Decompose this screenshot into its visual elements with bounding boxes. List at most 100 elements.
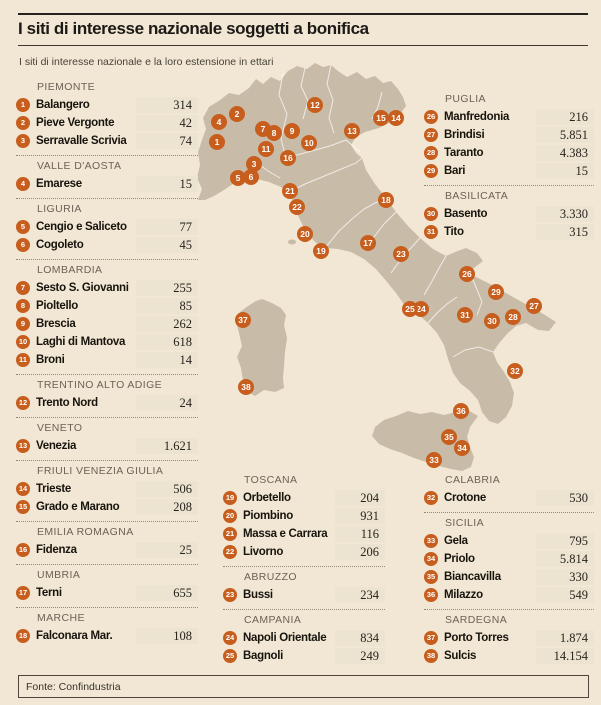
site-name: Napoli Orientale (243, 632, 327, 644)
site-name: Trieste (36, 483, 71, 495)
site-hectares-value: 255 (136, 280, 198, 296)
region-header: FRIULI VENEZIA GIULIA (37, 465, 164, 477)
site-number-badge: 8 (16, 299, 30, 313)
site-row: 12 Trento Nord 24 (16, 394, 198, 412)
site-name: Gela (444, 535, 468, 547)
site-row: 14 Trieste 506 (16, 480, 198, 498)
map-marker: 10 (301, 135, 317, 151)
site-hectares-value: 206 (335, 544, 385, 560)
site-hectares-value: 15 (536, 163, 594, 179)
map-marker: 22 (289, 199, 305, 215)
site-hectares-value: 108 (136, 628, 198, 644)
region-header: BASILICATA (445, 190, 509, 202)
title-underline (18, 45, 588, 46)
map-marker: 38 (238, 379, 254, 395)
site-name: Biancavilla (444, 571, 501, 583)
site-name: Bussi (243, 589, 273, 601)
site-row: 32 Crotone 530 (424, 489, 594, 507)
site-row: 3 Serravalle Scrivia 74 (16, 132, 198, 150)
site-name: Laghi di Mantova (36, 336, 126, 348)
site-hectares-value: 116 (335, 526, 385, 542)
site-number-badge: 14 (16, 482, 30, 496)
site-number-badge: 25 (223, 649, 237, 663)
site-hectares-value: 25 (136, 542, 198, 558)
site-row: 36 Milazzo 549 (424, 586, 594, 604)
site-number-badge: 38 (424, 649, 438, 663)
site-hectares-value: 216 (536, 109, 594, 125)
site-number-badge: 27 (424, 128, 438, 142)
site-number-badge: 32 (424, 491, 438, 505)
map-marker: 5 (230, 170, 246, 186)
site-name: Bari (444, 165, 466, 177)
site-number-badge: 37 (424, 631, 438, 645)
site-row: 8 Pioltello 85 (16, 297, 198, 315)
site-name: Trento Nord (36, 397, 98, 409)
site-hectares-value: 330 (536, 569, 594, 585)
site-row: 1 Balangero 314 (16, 96, 198, 114)
site-row: 33 Gela 795 (424, 532, 594, 550)
site-row: 9 Brescia 262 (16, 315, 198, 333)
map-marker: 16 (280, 150, 296, 166)
site-number-badge: 19 (223, 491, 237, 505)
site-number-badge: 10 (16, 335, 30, 349)
site-name: Tito (444, 226, 464, 238)
page-title: I siti di interesse nazionale soggetti a… (18, 19, 369, 38)
dotted-separator (424, 185, 594, 186)
site-name: Porto Torres (444, 632, 509, 644)
region-header: CALABRIA (445, 474, 501, 486)
site-number-badge: 11 (16, 353, 30, 367)
site-row: 17 Terni 655 (16, 584, 198, 602)
dotted-separator (16, 155, 198, 156)
map-marker: 21 (282, 183, 298, 199)
site-number-badge: 26 (424, 110, 438, 124)
site-hectares-value: 234 (335, 587, 385, 603)
region-header: LIGURIA (37, 203, 82, 215)
map-marker: 15 (373, 110, 389, 126)
map-marker: 18 (378, 192, 394, 208)
site-row: 31 Tito 315 (424, 223, 594, 241)
site-row: 15 Grado e Marano 208 (16, 498, 198, 516)
site-row: 7 Sesto S. Giovanni 255 (16, 279, 198, 297)
site-hectares-value: 506 (136, 481, 198, 497)
site-row: 6 Cogoleto 45 (16, 236, 198, 254)
site-hectares-value: 249 (335, 648, 385, 664)
site-hectares-value: 15 (136, 176, 198, 192)
map-marker: 35 (441, 429, 457, 445)
site-row: 26 Manfredonia 216 (424, 108, 594, 126)
site-name: Priolo (444, 553, 475, 565)
map-marker: 12 (307, 97, 323, 113)
site-name: Crotone (444, 492, 486, 504)
site-name: Massa e Carrara (243, 528, 328, 540)
dotted-separator (424, 512, 594, 513)
site-number-badge: 7 (16, 281, 30, 295)
site-row: 27 Brindisi 5.851 (424, 126, 594, 144)
map-marker: 28 (505, 309, 521, 325)
site-hectares-value: 795 (536, 533, 594, 549)
site-hectares-value: 1.621 (136, 438, 198, 454)
site-number-badge: 4 (16, 177, 30, 191)
site-hectares-value: 834 (335, 630, 385, 646)
site-name: Piombino (243, 510, 293, 522)
dotted-separator (16, 374, 198, 375)
site-number-badge: 30 (424, 207, 438, 221)
site-row: 30 Basento 3.330 (424, 205, 594, 223)
site-hectares-value: 314 (136, 97, 198, 113)
site-name: Basento (444, 208, 488, 220)
site-hectares-value: 931 (335, 508, 385, 524)
map-marker: 2 (229, 106, 245, 122)
site-name: Serravalle Scrivia (36, 135, 127, 147)
site-row: 5 Cengio e Saliceto 77 (16, 218, 198, 236)
region-header: ABRUZZO (244, 571, 297, 583)
site-name: Falconara Mar. (36, 630, 113, 642)
map-marker: 33 (426, 452, 442, 468)
top-rule (18, 13, 588, 15)
site-row: 37 Porto Torres 1.874 (424, 629, 594, 647)
elba-island-shape (288, 239, 296, 245)
source-box: Fonte: Confindustria (18, 675, 589, 698)
region-header: VALLE D'AOSTA (37, 160, 122, 172)
site-row: 23 Bussi 234 (223, 586, 385, 604)
site-number-badge: 9 (16, 317, 30, 331)
site-row: 22 Livorno 206 (223, 543, 385, 561)
site-name: Cengio e Saliceto (36, 221, 127, 233)
site-name: Manfredonia (444, 111, 510, 123)
